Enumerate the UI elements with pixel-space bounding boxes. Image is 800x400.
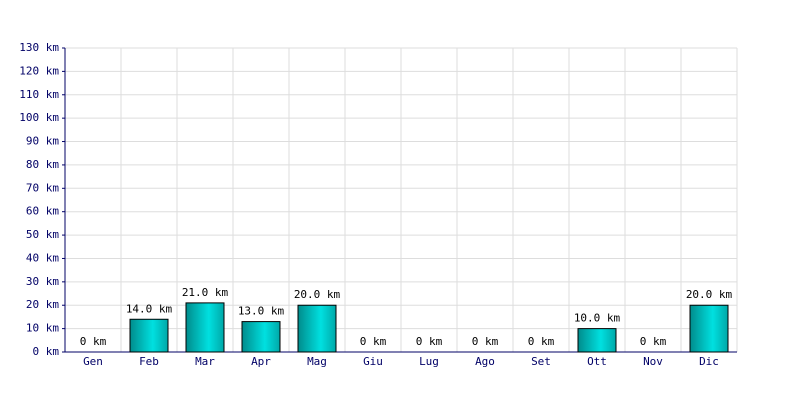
y-tick-label: 10 km [26, 322, 59, 335]
bar [185, 302, 225, 353]
data-label: 0 km [80, 335, 107, 348]
x-tick-label: Nov [643, 355, 663, 368]
x-tick-label: Giu [363, 355, 383, 368]
y-tick-label: 20 km [26, 298, 59, 311]
y-tick-label: 80 km [26, 158, 59, 171]
y-tick-label: 120 km [19, 64, 59, 77]
bar [577, 328, 617, 353]
data-label: 20.0 km [686, 288, 733, 301]
data-label: 0 km [360, 335, 387, 348]
data-label: 0 km [472, 335, 499, 348]
bar [297, 304, 337, 353]
data-label: 0 km [640, 335, 667, 348]
x-tick-label: Ott [587, 355, 607, 368]
bar [241, 321, 281, 353]
data-label: 14.0 km [126, 302, 173, 315]
data-label: 13.0 km [238, 305, 285, 318]
x-tick-label: Feb [139, 355, 159, 368]
y-tick-label: 90 km [26, 135, 59, 148]
y-tick-label: 130 km [19, 41, 59, 54]
y-tick-label: 50 km [26, 228, 59, 241]
y-tick-label: 60 km [26, 205, 59, 218]
data-label: 20.0 km [294, 288, 341, 301]
data-label: 21.0 km [182, 286, 229, 299]
y-tick-label: 100 km [19, 111, 59, 124]
y-tick-label: 70 km [26, 181, 59, 194]
y-tick-label: 0 km [33, 345, 60, 358]
data-label: 0 km [528, 335, 555, 348]
x-tick-label: Set [531, 355, 551, 368]
data-label: 10.0 km [574, 312, 621, 325]
bar [129, 318, 169, 353]
x-tick-label: Apr [251, 355, 271, 368]
y-tick-label: 30 km [26, 275, 59, 288]
x-tick-label: Lug [419, 355, 439, 368]
bar [689, 304, 729, 353]
y-tick-label: 40 km [26, 251, 59, 264]
x-tick-label: Ago [475, 355, 495, 368]
data-label: 0 km [416, 335, 443, 348]
x-tick-label: Mag [307, 355, 327, 368]
x-tick-label: Mar [195, 355, 215, 368]
x-tick-label: Dic [699, 355, 719, 368]
x-tick-label: Gen [83, 355, 103, 368]
y-tick-label: 110 km [19, 88, 59, 101]
